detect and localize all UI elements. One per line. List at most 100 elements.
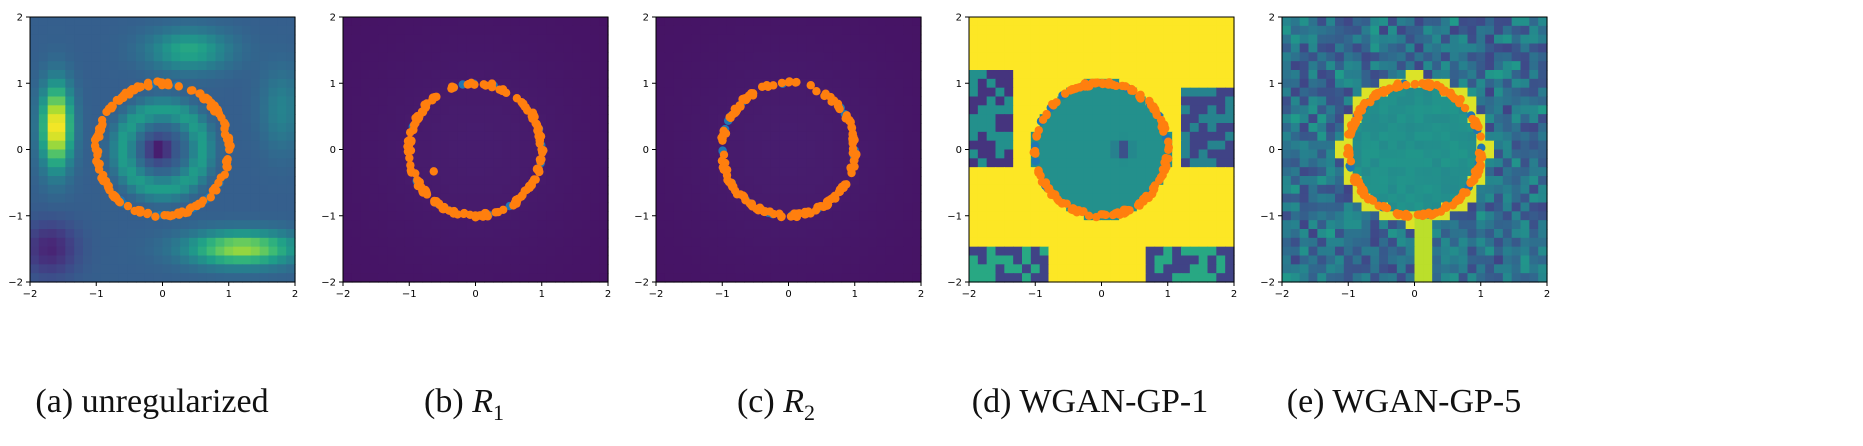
heatmap-cell [1207,246,1217,257]
heatmap-cell [1145,176,1156,186]
generated-data-point [185,204,194,214]
x-tick-label: 1 [1165,289,1171,300]
heatmap-cell [528,34,538,45]
heatmap-cell [74,229,84,239]
heatmap-cell [1154,273,1164,283]
heatmap-cell [528,87,538,98]
heatmap-cell [215,158,225,168]
heatmap-cell [343,25,353,36]
heatmap-cell [65,255,75,265]
heatmap-cell [563,87,574,98]
heatmap-cell [1326,96,1336,106]
heatmap-cell [224,246,234,257]
heatmap-cell [537,105,547,115]
heatmap-cell [109,34,119,45]
heatmap-cell [47,61,58,71]
heatmap-cell [343,237,353,248]
heatmap-cell [986,52,997,62]
heatmap-cell [378,131,388,142]
generated-data-point [220,124,229,133]
heatmap-cell [868,87,878,98]
heatmap-grid [656,17,922,283]
heatmap-cell [1216,25,1226,36]
generated-data-point [125,90,134,99]
heatmap-cell [369,96,379,106]
heatmap-cell [180,52,190,62]
heatmap-cell [903,105,913,115]
heatmap-cell [493,246,503,257]
heatmap-cell [56,131,66,142]
heatmap-cell [268,25,278,36]
heatmap-cell [144,220,155,230]
heatmap-cell [1048,25,1058,36]
heatmap-cell [1022,184,1032,195]
heatmap-cell [700,211,710,221]
heatmap-cell [215,273,225,283]
heatmap-cell [1075,96,1085,106]
heatmap-cell [709,176,719,186]
heatmap-cell [868,34,878,45]
heatmap-cell [912,246,922,257]
heatmap-cell [788,114,798,124]
heatmap-cell [30,255,40,265]
heatmap-cell [351,61,362,71]
heatmap-cell [118,158,128,168]
heatmap-cell [144,237,155,248]
heatmap-cell [1013,70,1023,80]
heatmap-cell [1379,70,1389,80]
heatmap-cell [83,158,93,168]
heatmap-cell [876,273,887,283]
heatmap-cell [136,34,146,45]
heatmap-cell [1039,264,1050,274]
heatmap-cell [682,211,692,221]
heatmap-cell [1189,61,1200,71]
heatmap-cell [1128,78,1138,89]
heatmap-cell [1335,184,1345,195]
heatmap-cell [475,34,485,45]
heatmap-cell [484,123,494,133]
heatmap-cell [1396,158,1407,168]
heatmap-cell [1494,87,1504,98]
heatmap-cell [664,229,675,239]
heatmap-cell [1458,149,1469,159]
heatmap-cell [868,70,878,80]
heatmap-cell [850,202,860,212]
heatmap-cell [475,61,485,71]
heatmap-cell [1414,87,1424,98]
heatmap-cell [555,211,565,221]
heatmap-cell [656,273,666,283]
heatmap-cell [1083,273,1094,283]
heatmap-cell [30,246,40,257]
heatmap-cell [762,52,772,62]
heatmap-cell [519,158,530,168]
heatmap-cell [859,255,869,265]
heatmap-cell [1172,114,1182,124]
heatmap-cell [259,167,270,177]
heatmap-cell [47,149,58,159]
heatmap-cell [1066,158,1076,168]
heatmap-cell [1282,193,1292,204]
heatmap-cell [56,229,66,239]
heatmap-cell [74,123,84,133]
generated-data-point [440,204,449,213]
heatmap-cell [876,123,887,133]
heatmap-cell [100,131,111,142]
heatmap-cell [709,211,719,221]
heatmap-cell [779,184,790,195]
heatmap-cell [1432,158,1442,168]
heatmap-cell [65,140,75,151]
heatmap-cell [779,17,790,27]
heatmap-cell [484,34,494,45]
heatmap-cell [136,17,146,27]
heatmap-cell [868,202,878,212]
generated-data-point [728,110,737,119]
heatmap-cell [1181,105,1191,115]
heatmap-cell [1379,34,1389,45]
heatmap-cell [277,193,287,204]
heatmap-cell [413,202,424,212]
heatmap-cell [360,123,371,133]
heatmap-cell [753,114,763,124]
heatmap-cell [885,87,896,98]
heatmap-cell [457,61,468,71]
heatmap-cell [581,123,591,133]
